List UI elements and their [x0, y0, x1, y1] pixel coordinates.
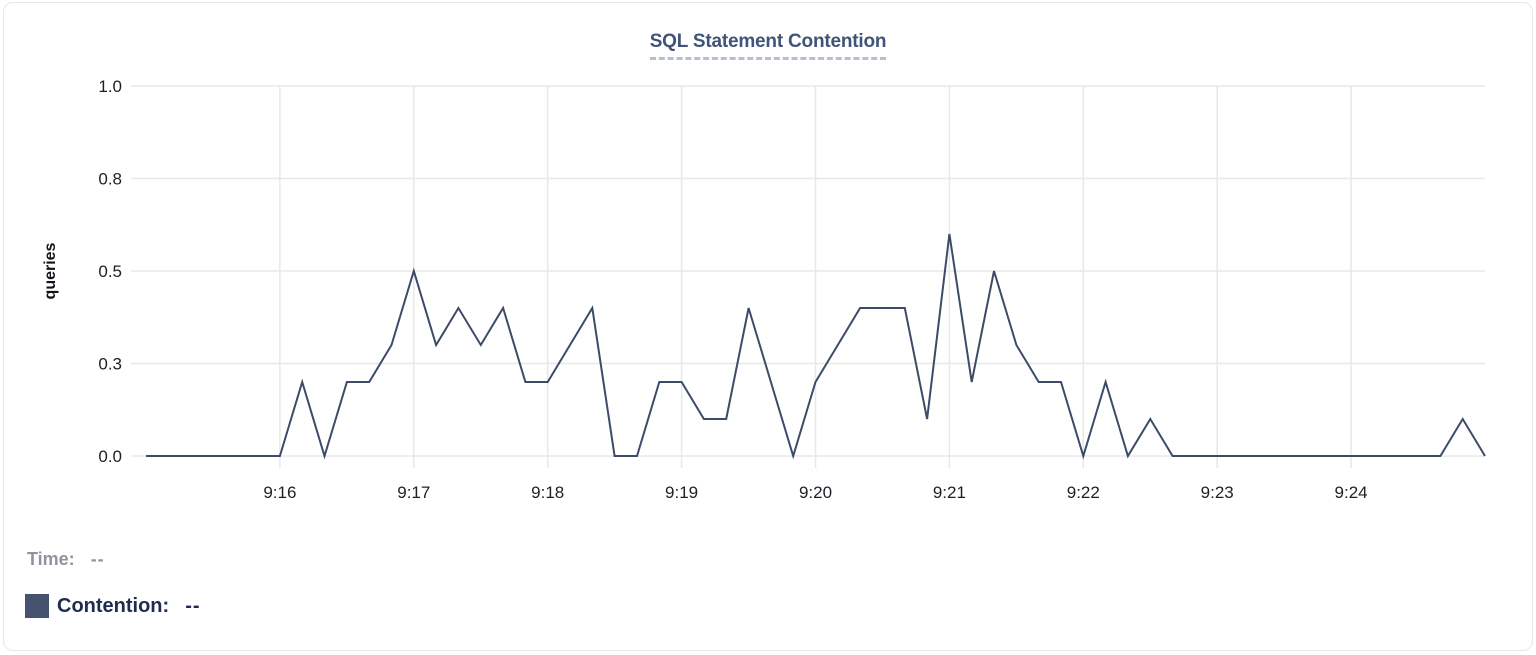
- x-tick-label: 9:22: [1067, 483, 1100, 502]
- x-tick-label: 9:21: [933, 483, 966, 502]
- y-tick-label: 0.5: [98, 262, 122, 281]
- contention-series-swatch: [25, 594, 49, 618]
- x-tick-label: 9:16: [263, 483, 296, 502]
- y-tick-label: 0.0: [98, 447, 122, 466]
- x-tick-label: 9:19: [665, 483, 698, 502]
- legend-contention-label: Contention:: [57, 595, 169, 618]
- chart-title-row: SQL Statement Contention: [4, 31, 1532, 60]
- legend-time-label: Time:: [27, 549, 75, 569]
- y-tick-label: 1.0: [98, 77, 122, 96]
- x-tick-label: 9:24: [1335, 483, 1368, 502]
- contention-line-chart: 0.0 0.3 0.5 0.8 1.0 9:16 9:17 9:18 9:19 9:20 9:21 9…: [4, 3, 1536, 655]
- chart-card: SQL Statement Contention 0.0 0.3 0.5 0.8 1.0…: [3, 2, 1533, 651]
- x-tick-label: 9:20: [799, 483, 832, 502]
- x-tick-label: 9:17: [397, 483, 430, 502]
- legend-time-row: Time: --: [27, 549, 201, 570]
- chart-legend: Time: -- Contention: --: [25, 549, 201, 618]
- legend-contention-value: --: [185, 595, 200, 618]
- x-tick-label: 9:18: [531, 483, 564, 502]
- y-tick-label: 0.3: [98, 355, 122, 374]
- y-tick-label: 0.8: [98, 170, 122, 189]
- legend-contention-row: Contention: --: [25, 594, 201, 618]
- y-axis-title: queries: [42, 242, 59, 299]
- plot-area[interactable]: [142, 86, 1485, 456]
- chart-title[interactable]: SQL Statement Contention: [650, 31, 887, 60]
- legend-time-value: --: [91, 549, 105, 569]
- x-tick-label: 9:23: [1201, 483, 1234, 502]
